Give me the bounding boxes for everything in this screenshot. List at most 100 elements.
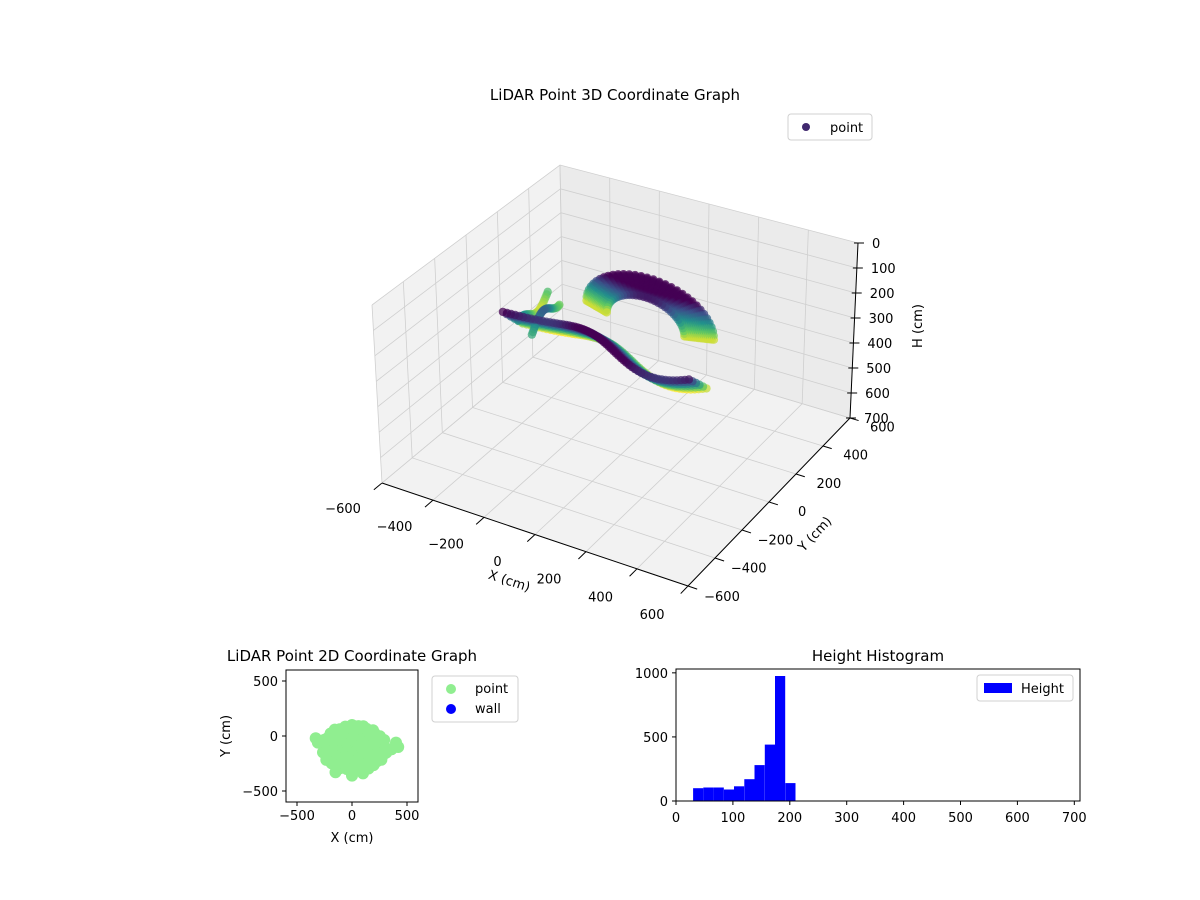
legend-marker xyxy=(802,123,810,131)
tick-label-y: −400 xyxy=(731,562,767,577)
histogram-bar xyxy=(744,779,755,801)
pane-back-wall xyxy=(560,165,858,418)
pane-left-wall xyxy=(372,165,563,483)
data-point xyxy=(311,736,324,749)
chart-3d: LiDAR Point 3D Coordinate Graph−600−400−… xyxy=(325,86,926,623)
tick-y xyxy=(822,445,832,450)
tick-x xyxy=(424,499,434,508)
tick-label-y: 600 xyxy=(870,420,895,435)
histogram-bar xyxy=(734,786,745,801)
histogram-bar xyxy=(723,789,734,801)
tick-label-z: 400 xyxy=(867,337,892,352)
grid-z xyxy=(377,259,854,408)
tick-x xyxy=(680,585,689,594)
tick-label-x: 500 xyxy=(395,809,420,824)
tick-label-x: 600 xyxy=(1005,811,1030,826)
tick-label-y: −600 xyxy=(704,590,740,605)
legend-2d: point wall xyxy=(431,675,519,723)
data-point xyxy=(352,720,365,733)
x-axis-label: X (cm) xyxy=(486,568,532,596)
legend-marker xyxy=(984,683,1012,693)
legend-marker-wall xyxy=(446,704,456,714)
tick-label-z: 100 xyxy=(871,262,896,277)
z-axis-label: H (cm) xyxy=(911,304,926,348)
grid-z xyxy=(376,236,855,382)
tick-label-y: 0 xyxy=(660,795,668,810)
data-point xyxy=(320,753,333,766)
tick-label-x: 0 xyxy=(493,555,501,570)
legend-frame xyxy=(976,674,1074,702)
chart-2d-title: LiDAR Point 2D Coordinate Graph xyxy=(227,647,477,665)
tick-y xyxy=(768,501,779,506)
legend-label-point: point xyxy=(475,682,508,697)
histogram-title: Height Histogram xyxy=(812,647,944,665)
tick-label-x: 600 xyxy=(640,608,665,623)
tick-label-x: 300 xyxy=(834,811,859,826)
tick-label-y: −200 xyxy=(758,533,794,548)
tick-label-y: 500 xyxy=(643,731,668,746)
data-point xyxy=(339,721,352,734)
tick-x xyxy=(578,551,587,560)
legend-label: Height xyxy=(1021,682,1064,697)
tick-label-x: −500 xyxy=(279,809,315,824)
data-point xyxy=(498,307,508,317)
tick-label-x: 100 xyxy=(720,811,745,826)
histogram-bar xyxy=(713,787,724,801)
tick-label-y: 400 xyxy=(843,449,868,464)
histogram-bar xyxy=(785,783,796,801)
tick-x xyxy=(373,482,383,491)
chart-2d: LiDAR Point 2D Coordinate Graph −500 0 500 −… xyxy=(219,647,519,846)
data-point xyxy=(346,769,358,782)
tick-label-z: 700 xyxy=(864,412,889,427)
tick-label-y: −500 xyxy=(242,785,278,800)
tick-label-x: 400 xyxy=(588,590,613,605)
data-point xyxy=(527,330,537,339)
legend-label: point xyxy=(830,121,863,136)
histogram-bar xyxy=(764,744,775,801)
data-point xyxy=(357,767,369,780)
tick-label-y: 0 xyxy=(798,505,806,520)
legend-3d: point xyxy=(787,113,873,141)
histogram-bar xyxy=(693,788,704,801)
tick-label-x: 200 xyxy=(777,811,802,826)
histogram-bar xyxy=(754,765,765,801)
tick-y xyxy=(741,529,752,534)
x-axis-label: X (cm) xyxy=(331,831,374,846)
tick-x xyxy=(475,516,485,525)
grid-z xyxy=(373,188,857,331)
grid-z xyxy=(378,283,853,433)
data-point xyxy=(378,734,391,746)
tick-label-z: 600 xyxy=(865,387,890,402)
legend-histogram: Height xyxy=(976,674,1074,702)
tick-label-x: 500 xyxy=(948,811,973,826)
point-series xyxy=(309,719,405,782)
tick-label-z: 200 xyxy=(870,287,895,302)
tick-label-y: 1000 xyxy=(635,667,668,682)
tick-label-y: 500 xyxy=(253,675,278,690)
legend-marker-point xyxy=(446,684,456,694)
y-axis-line xyxy=(687,417,851,587)
grid-z xyxy=(374,212,856,357)
tick-label-x: −600 xyxy=(325,502,361,517)
tick-label-y: 0 xyxy=(270,730,278,745)
data-point xyxy=(602,308,611,317)
x-axis-line xyxy=(381,482,689,587)
tick-y xyxy=(795,473,805,478)
tick-label-x: 700 xyxy=(1062,811,1087,826)
y-axis-label: Y (cm) xyxy=(219,715,234,758)
chart-histogram: Height Histogram 0 100 200 300 400 500 600 700 0 5… xyxy=(635,647,1087,826)
z-axis-line xyxy=(849,242,859,419)
data-point xyxy=(329,766,342,779)
legend-label-wall: wall xyxy=(475,702,501,717)
grid-z xyxy=(371,164,859,306)
tick-label-x: 200 xyxy=(537,573,562,588)
tick-label-x: −200 xyxy=(428,537,464,552)
histogram-bar xyxy=(703,787,714,801)
histogram-bars xyxy=(693,676,796,801)
histogram-frame xyxy=(675,668,1081,802)
tick-y xyxy=(687,585,698,590)
tick-y xyxy=(714,557,725,562)
data-point xyxy=(385,743,398,756)
data-point xyxy=(367,724,379,737)
